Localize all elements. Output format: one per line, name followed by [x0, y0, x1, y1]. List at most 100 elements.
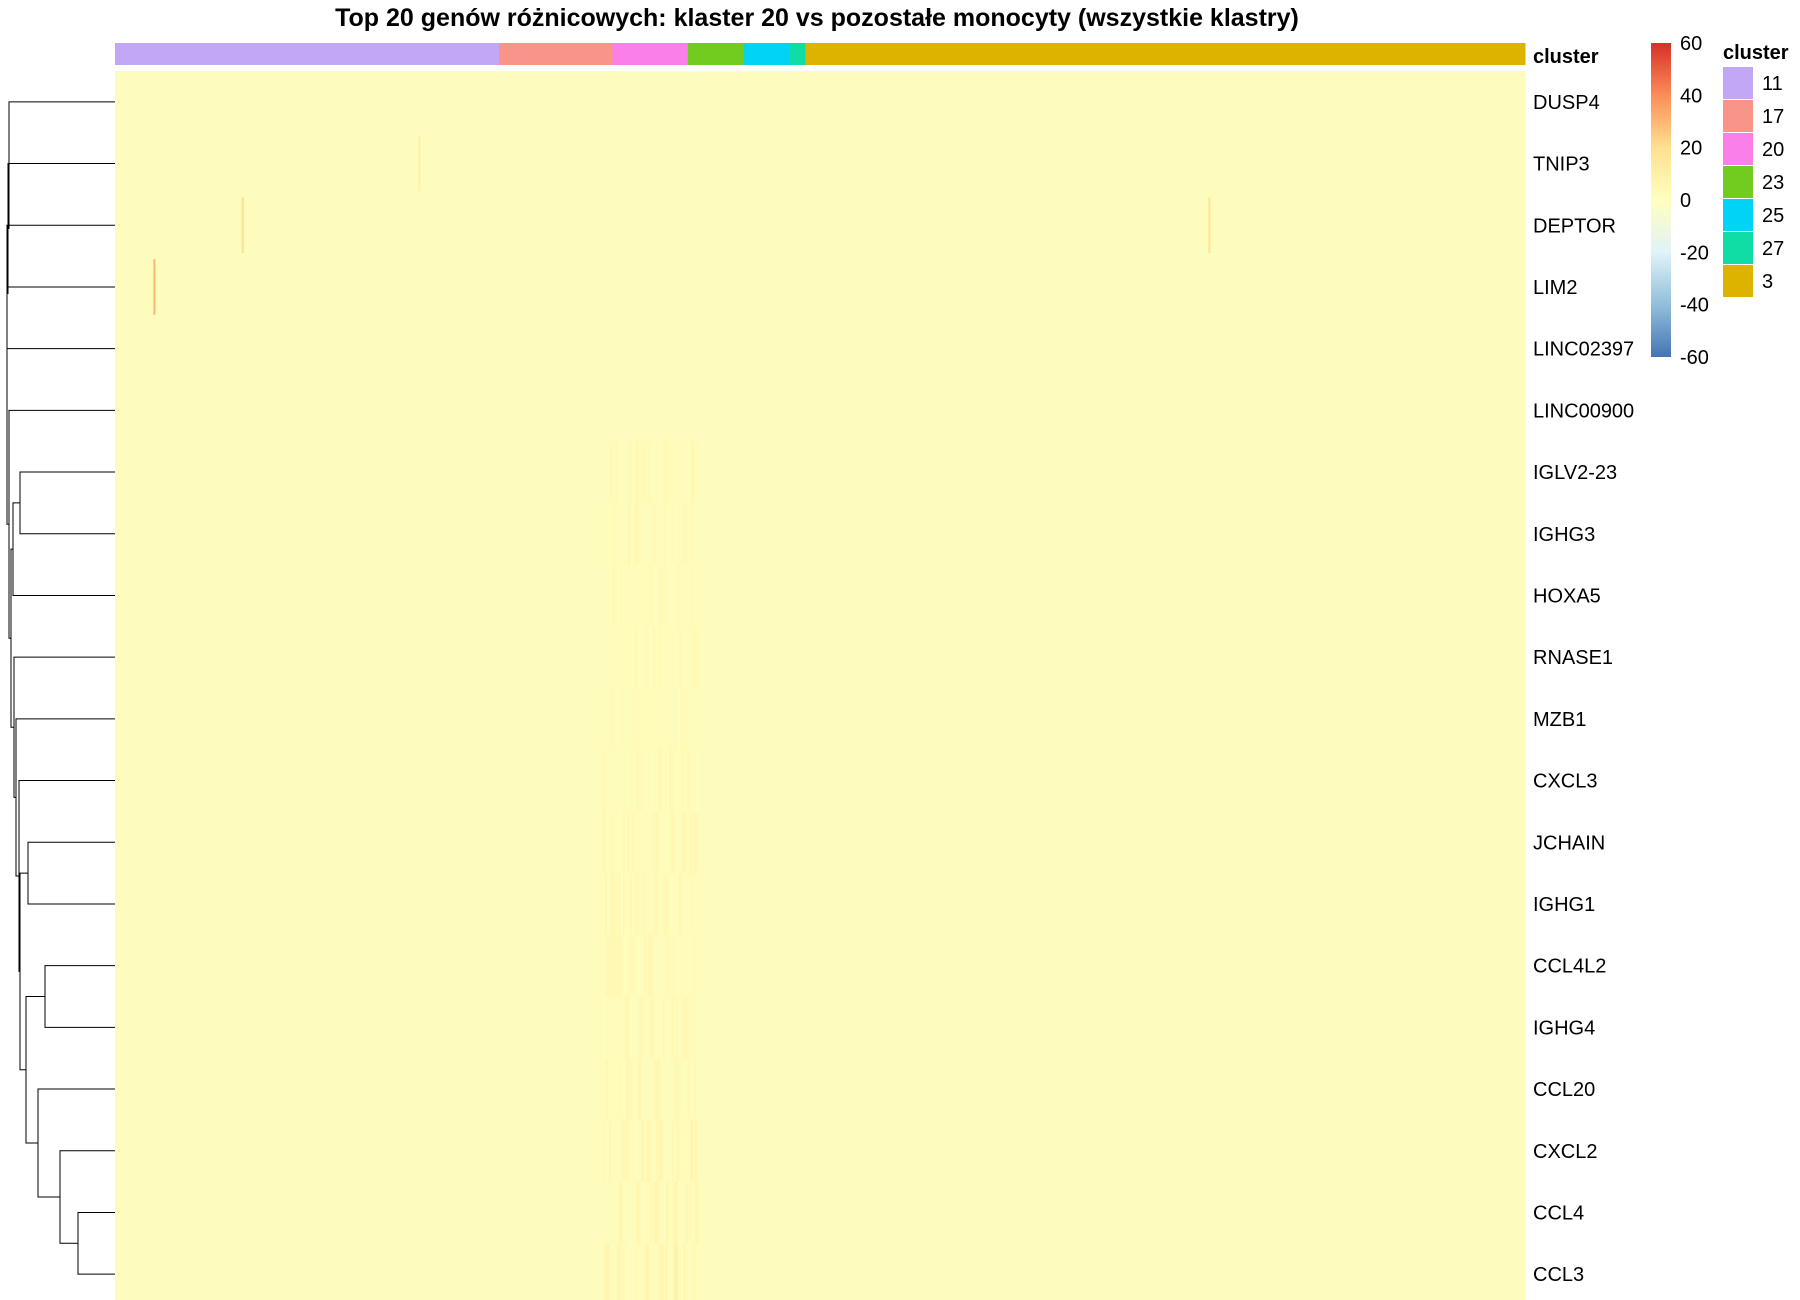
heatmap-cell — [674, 502, 678, 566]
heatmap-cell — [611, 934, 614, 997]
heatmap-cell — [655, 441, 658, 504]
heatmap-cell — [626, 749, 630, 812]
heatmap-cell — [623, 873, 625, 936]
heatmap-cell — [610, 873, 615, 936]
gene-label-IGHG4: IGHG4 — [1533, 1017, 1595, 1039]
heatmap-cell — [639, 749, 644, 812]
heatmap-cell — [686, 996, 690, 1059]
heatmap-cell — [612, 811, 617, 874]
heatmap-outlier-DEPTOR — [1208, 197, 1211, 254]
heatmap-cluster20-band-CCL20 — [603, 1058, 697, 1121]
heatmap-cell — [615, 626, 619, 689]
cluster-legend-label-17: 17 — [1762, 106, 1784, 128]
heatmap-cell — [686, 441, 690, 504]
cluster-legend: cluster 11 17 20 23 25 27 3 — [1723, 42, 1789, 297]
heatmap-cell — [669, 502, 674, 566]
heatmap-cell — [642, 1243, 645, 1300]
heatmap-cell — [680, 996, 684, 1059]
heatmap-cell — [603, 749, 608, 812]
heatmap-cell — [626, 688, 631, 751]
heatmap-cell — [608, 934, 613, 997]
heatmap-cell — [673, 1243, 679, 1300]
heatmap-cell — [694, 1181, 699, 1244]
dendrogram-branch — [10, 548, 14, 728]
heatmap-cell — [626, 1058, 631, 1121]
heatmap-cell — [669, 749, 671, 812]
heatmap-cell — [669, 626, 673, 689]
annotation-segment-cluster-20 — [612, 43, 689, 65]
gene-label-CCL4L2: CCL4L2 — [1533, 956, 1606, 978]
heatmap-cell — [675, 688, 677, 751]
heatmap-cluster20-band-CXCL3 — [603, 749, 700, 812]
heatmap-cell — [664, 749, 666, 812]
heatmap-cell — [650, 1181, 654, 1244]
heatmap-cell — [672, 873, 675, 936]
heatmap-cell — [654, 626, 656, 689]
heatmap-cell — [608, 1058, 613, 1121]
heatmap-cluster20-band-HOXA5 — [605, 564, 700, 627]
heatmap-cell — [632, 749, 637, 812]
heatmap-cell — [648, 441, 651, 504]
dendrogram-branch — [25, 996, 45, 1144]
dendrogram-branch — [12, 502, 115, 596]
gene-label-CCL3: CCL3 — [1533, 1264, 1584, 1286]
heatmap-cell — [691, 1243, 697, 1300]
heatmap-cell — [648, 502, 651, 566]
heatmap-cell — [674, 996, 677, 1059]
heatmap-cell — [663, 441, 667, 504]
heatmap-cell — [692, 1119, 696, 1183]
gene-label-CXCL3: CXCL3 — [1533, 771, 1597, 793]
heatmap-cell — [672, 1181, 678, 1244]
heatmap-cell — [692, 934, 697, 997]
heatmap-cell — [631, 1181, 633, 1244]
color-scale-tick: -60 — [1680, 347, 1709, 369]
heatmap-cell — [690, 626, 694, 689]
heatmap-cell — [648, 934, 653, 997]
heatmap-cell — [660, 996, 663, 1059]
heatmap-cell — [623, 626, 627, 689]
heatmap-cell — [654, 1181, 658, 1244]
heatmap-cell — [682, 1119, 686, 1183]
heatmap-cell — [625, 626, 629, 689]
heatmap-cell — [604, 873, 608, 936]
heatmap-cluster20-band-CCL4L2 — [605, 934, 697, 997]
heatmap-cell — [646, 1119, 648, 1183]
heatmap-cell — [640, 502, 644, 566]
heatmap-cell — [673, 441, 675, 504]
heatmap-cell — [669, 934, 673, 997]
heatmap-cell — [631, 626, 635, 689]
heatmap-cell — [696, 996, 698, 1059]
gene-label-IGHG1: IGHG1 — [1533, 894, 1595, 916]
heatmap-cell — [645, 1243, 650, 1300]
heatmap-cell — [697, 811, 699, 874]
dendrogram-branch — [27, 841, 115, 905]
heatmap-cell — [618, 502, 620, 566]
heatmap-cell — [677, 688, 681, 751]
color-scale-tick: -20 — [1680, 242, 1709, 264]
cluster-legend-swatch-25 — [1723, 199, 1753, 231]
gene-label-CCL20: CCL20 — [1533, 1079, 1595, 1101]
heatmap-cell — [684, 1119, 688, 1183]
heatmap-cell — [682, 811, 687, 874]
heatmap-cell — [659, 688, 661, 751]
heatmap-cell — [644, 626, 646, 689]
heatmap-cell — [618, 873, 621, 936]
heatmap-cell — [624, 564, 628, 627]
color-scale-tick: 60 — [1680, 33, 1702, 55]
dendrogram-branch — [8, 409, 115, 639]
heatmap-cell — [643, 996, 645, 1059]
heatmap-cell — [605, 1243, 608, 1300]
heatmap-cell — [663, 811, 669, 874]
heatmap-cell — [621, 996, 624, 1059]
heatmap-cell — [687, 564, 692, 627]
gene-label-HOXA5: HOXA5 — [1533, 585, 1601, 607]
color-scale-tick: -40 — [1680, 295, 1709, 317]
heatmap-cell — [640, 564, 644, 627]
heatmap-cell — [608, 811, 611, 874]
heatmap-cell — [675, 441, 681, 504]
heatmap-cell — [678, 749, 682, 812]
heatmap-cell — [673, 1058, 676, 1121]
dendrogram-branch — [59, 1150, 115, 1244]
heatmap-cell — [619, 934, 625, 997]
dendrogram-branch — [77, 1211, 115, 1275]
